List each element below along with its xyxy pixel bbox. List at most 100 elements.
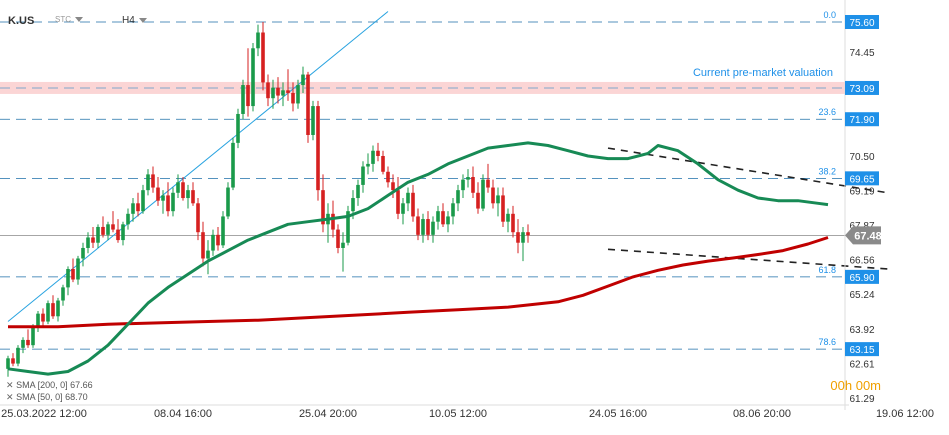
candle-timer: 00h 00m: [830, 378, 881, 393]
price-tick-label: 61.29: [849, 394, 874, 405]
candle-body: [76, 258, 80, 280]
close-icon[interactable]: ✕: [6, 392, 14, 402]
candle-body: [441, 211, 445, 225]
candle-body: [376, 150, 380, 157]
candle-body: [386, 171, 390, 183]
candle-body: [436, 211, 440, 222]
candle-body: [111, 224, 115, 230]
candle-body: [431, 221, 435, 235]
candle-body: [16, 347, 20, 364]
candle-body: [131, 203, 135, 214]
candle-body: [266, 82, 270, 99]
candle-body: [26, 339, 30, 346]
price-tick-label: 69.19: [849, 186, 874, 197]
candle-body: [336, 229, 340, 248]
symbol-label[interactable]: K.US: [8, 15, 35, 27]
fib-price-badge: [845, 171, 879, 186]
candle-body: [276, 87, 280, 96]
candle-body: [481, 179, 485, 209]
candle-body: [371, 150, 375, 164]
candle-body: [471, 177, 475, 193]
candle-body: [206, 250, 210, 259]
candle-body: [116, 229, 120, 241]
candle-body: [191, 190, 195, 204]
time-tick-label: 19.06 12:00: [876, 408, 934, 420]
fib-price-badge: [845, 269, 879, 284]
time-tick-label: 25.03.2022 12:00: [1, 408, 87, 420]
sma200-legend-text: SMA [200, 0] 67.66: [16, 380, 93, 390]
candle-body: [31, 326, 35, 346]
chevron-down-icon[interactable]: [75, 17, 83, 23]
candle-body: [511, 213, 515, 233]
candle-body: [181, 182, 185, 199]
candle-body: [281, 90, 285, 96]
price-tick-label: 62.61: [849, 359, 874, 370]
time-tick-label: 08.04 16:00: [154, 408, 212, 420]
timeframe-selector[interactable]: H4: [122, 15, 147, 26]
fib-price-badge: [845, 15, 879, 29]
candle-body: [161, 195, 165, 201]
candle-body: [71, 268, 75, 280]
candle-body: [121, 224, 125, 241]
candle-body: [51, 303, 55, 317]
candle-body: [286, 90, 290, 93]
candle-body: [101, 226, 105, 235]
candle-body: [96, 226, 100, 243]
sma200-line: [8, 236, 829, 329]
candle-body: [251, 48, 255, 107]
market-label[interactable]: STC: [55, 15, 83, 24]
premarket-price-label: 73.09: [849, 84, 874, 95]
candle-body: [236, 113, 240, 143]
candle-body: [246, 85, 250, 107]
candle-body: [366, 163, 370, 167]
candle-body: [476, 192, 480, 209]
fib-price-badge: [845, 342, 879, 357]
sma200-legend: ✕ SMA [200, 0] 67.66: [6, 380, 93, 391]
candle-body: [291, 92, 295, 104]
candle-body: [411, 192, 415, 217]
candle-body: [61, 287, 65, 301]
candle-body: [401, 203, 405, 214]
candle-body: [6, 358, 10, 369]
fib-ratio-label: 78.6: [818, 337, 836, 347]
candle-body: [106, 224, 110, 235]
close-icon[interactable]: ✕: [6, 380, 14, 390]
candle-body: [136, 203, 140, 212]
candle-body: [256, 32, 260, 49]
candle-body: [241, 85, 245, 114]
candle-body: [11, 358, 15, 364]
price-tick-label: 74.45: [849, 48, 874, 59]
price-tick-label: 75.60: [849, 18, 874, 29]
candle-body: [151, 174, 155, 188]
candle-body: [461, 179, 465, 191]
candle-body: [261, 32, 265, 83]
fib-ratio-label: 38.2: [818, 166, 836, 176]
candles-group: [6, 22, 530, 377]
channel-upper-line: [607, 147, 889, 194]
candle-body: [141, 190, 145, 212]
candle-body: [46, 303, 50, 322]
candle-body: [501, 195, 505, 222]
time-tick-label: 10.05 12:00: [429, 408, 487, 420]
candle-body: [296, 85, 300, 104]
candle-body: [36, 313, 40, 327]
candle-body: [186, 190, 190, 199]
candle-body: [361, 166, 365, 185]
premarket-annotation: Current pre-market valuation: [693, 67, 833, 79]
candle-body: [426, 219, 430, 235]
candle-body: [316, 106, 320, 191]
candle-body: [156, 187, 160, 201]
candle-body: [166, 195, 170, 212]
candle-body: [456, 190, 460, 204]
candle-body: [201, 232, 205, 259]
candle-body: [506, 213, 510, 222]
candle-body: [81, 247, 85, 259]
chevron-down-icon[interactable]: [138, 17, 147, 23]
fib-price-label: 71.90: [849, 115, 874, 126]
candle-body: [176, 182, 180, 193]
candle-body: [86, 237, 90, 248]
candle-body: [421, 219, 425, 235]
fib-ratio-label: 61.8: [818, 265, 836, 275]
candle-body: [146, 174, 150, 191]
